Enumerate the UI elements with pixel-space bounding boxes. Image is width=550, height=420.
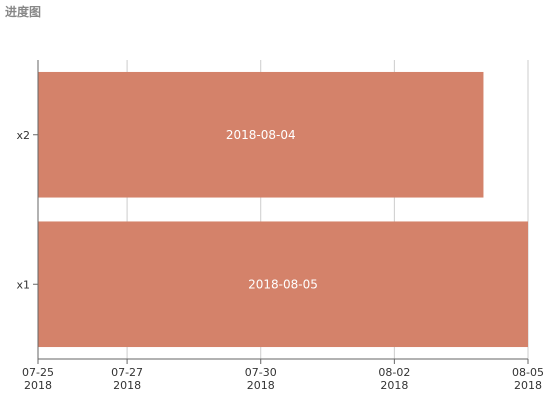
bars: 2018-08-05 2018-08-04 [38, 71, 528, 348]
chart-title: 进度图 [5, 5, 42, 19]
x-tick-year-4: 2018 [514, 379, 542, 392]
y-tick-label-x1: x1 [16, 278, 30, 291]
axes: 07-25201807-27201807-30201808-02201808-0… [16, 60, 544, 392]
x-tick-year-1: 2018 [113, 379, 141, 392]
bar-label-x2: 2018-08-04 [226, 128, 296, 142]
bar-x2[interactable] [38, 71, 484, 198]
x-tick-year-3: 2018 [380, 379, 408, 392]
x-tick-year-0: 2018 [24, 379, 52, 392]
x-tick-label-2: 07-30 [245, 366, 277, 379]
y-tick-label-x2: x2 [16, 129, 30, 142]
x-tick-label-0: 07-25 [22, 366, 54, 379]
bar-x1[interactable] [38, 221, 528, 348]
x-tick-year-2: 2018 [247, 379, 275, 392]
bar-label-x1: 2018-08-05 [248, 277, 318, 291]
x-tick-label-4: 08-05 [512, 366, 544, 379]
x-tick-label-1: 07-27 [111, 366, 143, 379]
x-tick-label-3: 08-02 [378, 366, 410, 379]
